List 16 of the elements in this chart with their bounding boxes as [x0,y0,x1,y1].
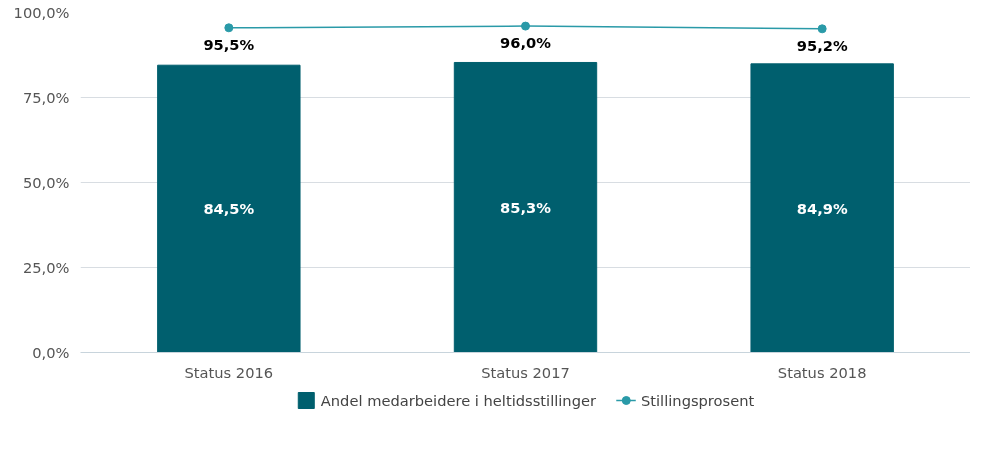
x-tick-label: Status 2017 [481,363,570,381]
y-tick-label: 100,0% [13,4,70,21]
y-tick-label: 75,0% [22,89,70,106]
data-label: 84,5% [203,200,255,218]
y-tick-label: 0,0% [32,344,70,361]
data-label: 85,3% [500,198,552,216]
x-tick-label: Status 2018 [777,363,867,381]
data-label: 95,5% [203,35,255,53]
data-label: 84,9% [796,199,848,217]
data-label: 96,0% [500,34,552,52]
x-tick-label: Status 2016 [184,363,274,381]
legend-label: Stillingsprosent [641,391,755,409]
legend-label: Andel medarbeidere i heltidsstillinger [320,391,596,409]
data-label: 95,2% [796,36,848,54]
y-tick-label: 50,0% [22,174,70,191]
y-tick-label: 25,0% [22,259,70,276]
